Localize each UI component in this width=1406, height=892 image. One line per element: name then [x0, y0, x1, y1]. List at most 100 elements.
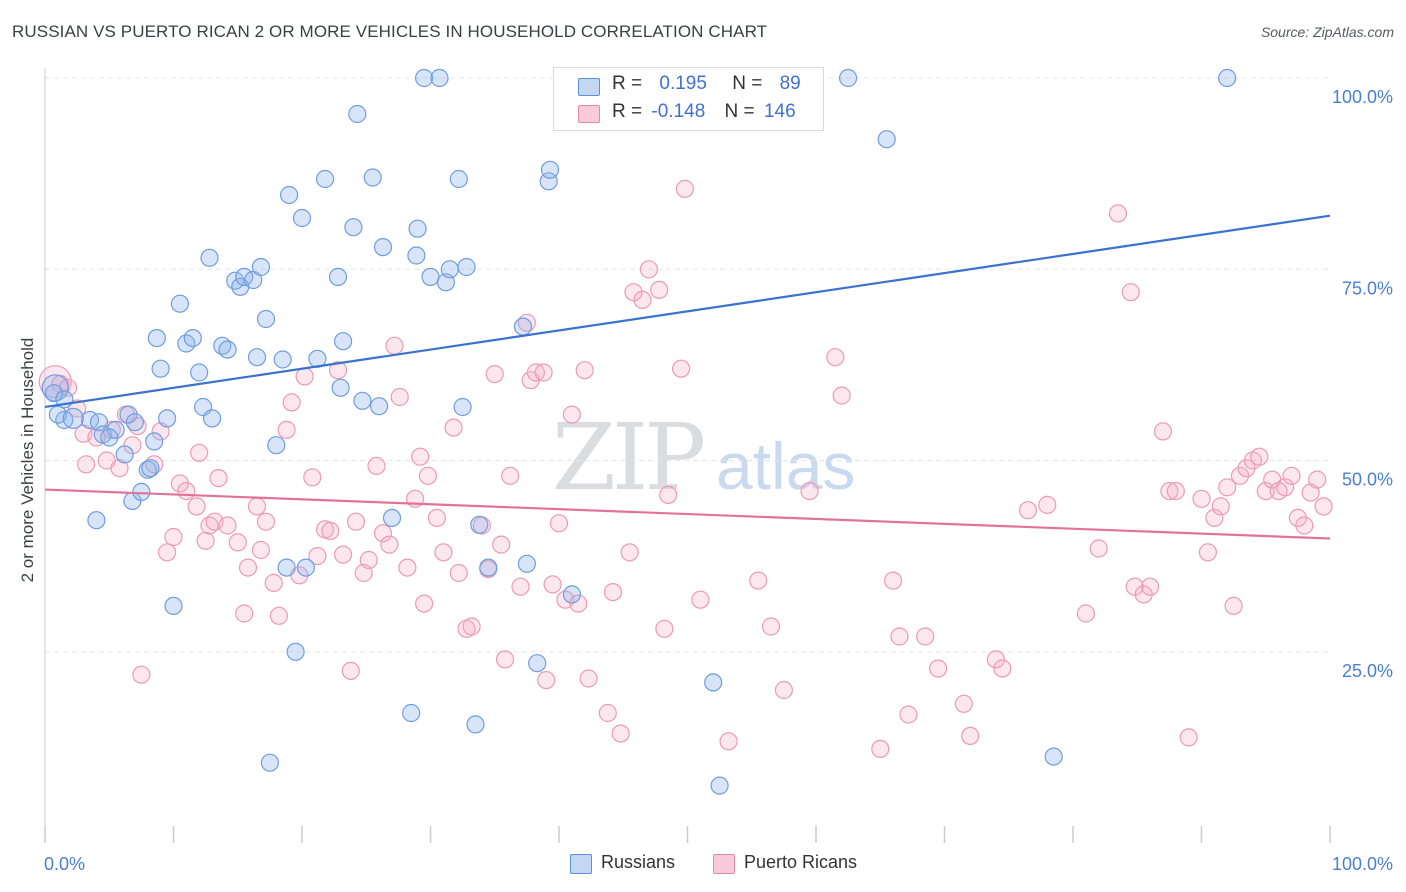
puerto-ricans-point	[209, 469, 228, 488]
puerto-ricans-point	[993, 659, 1012, 678]
russians-point	[457, 257, 476, 277]
puerto-ricans-point	[1275, 478, 1295, 497]
puerto-ricans-point	[916, 627, 935, 646]
russians-point	[100, 428, 119, 447]
russians-point	[292, 208, 312, 228]
puerto-ricans-point	[187, 497, 206, 516]
puerto-ricans-point	[485, 365, 504, 384]
puerto-ricans-point	[110, 459, 129, 478]
puerto-ricans-point	[328, 361, 348, 380]
russians-point	[147, 329, 166, 348]
legend-text-puerto-ricans: R = -0.148 N = 146	[612, 101, 796, 123]
puerto-ricans-point	[247, 497, 267, 516]
puerto-ricans-point	[1160, 482, 1179, 501]
puerto-ricans-point	[1038, 495, 1057, 514]
y-tick-label: 25.0%	[1342, 661, 1393, 681]
puerto-ricans-point	[295, 367, 314, 386]
russians-point	[370, 397, 389, 416]
puerto-ricans-point	[575, 361, 594, 380]
puerto-ricans-point	[308, 546, 327, 566]
puerto-ricans-point	[562, 405, 582, 424]
russians-point	[540, 160, 560, 179]
russians-point	[407, 246, 426, 265]
correlation-legend: R = 0.195 N = 89 R = -0.148 N = 146	[553, 67, 824, 131]
russians-point	[41, 374, 69, 402]
legend-r-value: -0.148	[651, 101, 706, 122]
puerto-ricans-point	[303, 468, 322, 487]
puerto-ricans-point	[611, 724, 630, 743]
puerto-ricans-point	[543, 575, 562, 594]
legend-n-value: 146	[763, 101, 796, 122]
puerto-ricans-point	[928, 659, 948, 678]
puerto-ricans-point	[1295, 516, 1314, 535]
puerto-ricans-point	[434, 543, 453, 562]
puerto-ricans-point	[961, 726, 980, 746]
y-tick-label: 100.0%	[1332, 87, 1393, 107]
russians-point	[373, 238, 393, 257]
puerto-ricans-point	[501, 466, 520, 485]
russians-point	[251, 257, 270, 277]
russians-point	[466, 715, 485, 734]
puerto-ricans-point	[346, 512, 366, 531]
puerto-ricans-point	[620, 543, 639, 562]
russians-point	[200, 248, 219, 267]
puerto-ricans-point	[76, 455, 96, 474]
puerto-ricans-point	[1224, 596, 1243, 616]
y-axis-title: 2 or more Vehicles in Household	[18, 338, 37, 583]
puerto-ricans-point	[832, 386, 851, 405]
russians-point	[170, 294, 189, 313]
russians-point	[449, 169, 468, 189]
russians-point	[479, 558, 498, 577]
puerto-ricans-point	[1205, 508, 1224, 528]
puerto-ricans-point	[196, 531, 215, 550]
russians-point	[838, 68, 858, 88]
russians-point	[353, 391, 372, 410]
puerto-ricans-point	[671, 359, 691, 378]
puerto-ricans-point	[1108, 204, 1128, 223]
puerto-ricans-point	[495, 650, 515, 669]
puerto-ricans-point	[123, 436, 142, 455]
puerto-ricans-point	[462, 617, 481, 636]
puerto-ricans-point	[1192, 489, 1211, 508]
russians-point	[256, 309, 276, 329]
watermark-zip: ZIP	[552, 404, 706, 511]
puerto-ricans-point	[411, 447, 430, 466]
puerto-ricans-point	[282, 393, 301, 412]
russians-point	[331, 378, 350, 397]
puerto-ricans-point	[367, 456, 386, 475]
russians-point	[382, 508, 402, 528]
puerto-ricans-point	[659, 485, 678, 504]
puerto-ricans-point	[444, 418, 463, 437]
russians-point	[430, 68, 449, 88]
puerto-ricans-point	[277, 420, 296, 439]
puerto-ricans-point	[492, 535, 511, 554]
legend-n-label: N =	[724, 101, 755, 122]
russians-swatch	[570, 854, 592, 874]
russians-point	[267, 436, 286, 455]
puerto-ricans-point	[321, 521, 340, 541]
puerto-ricans-point	[264, 573, 283, 593]
russians-point	[44, 384, 64, 403]
puerto-ricans-point	[761, 617, 781, 636]
puerto-ricans-point	[415, 594, 434, 613]
legend-text-russians: R = 0.195 N = 89	[612, 73, 801, 95]
puerto-ricans-point	[218, 516, 237, 535]
legend-n-value: 89	[779, 73, 801, 94]
puerto-ricans-point	[826, 348, 845, 367]
puerto-ricans-point	[373, 524, 393, 543]
puerto-ricans-point	[1308, 470, 1327, 489]
russians-point	[344, 218, 363, 237]
y-tick-label: 50.0%	[1342, 470, 1393, 490]
puerto-ricans-point	[1198, 543, 1218, 562]
russians-point	[562, 585, 582, 604]
puerto-ricans-point	[398, 558, 417, 577]
russians-point	[440, 260, 459, 279]
russians-point	[183, 329, 202, 348]
puerto-ricans-point	[899, 705, 918, 724]
puerto-ricans-point	[655, 619, 674, 638]
puerto-ricans-point	[238, 558, 258, 577]
puerto-ricans-point	[170, 474, 189, 493]
puerto-ricans-point	[164, 527, 183, 547]
puerto-ricans-point	[1153, 422, 1173, 441]
trend-lines	[44, 214, 1331, 540]
